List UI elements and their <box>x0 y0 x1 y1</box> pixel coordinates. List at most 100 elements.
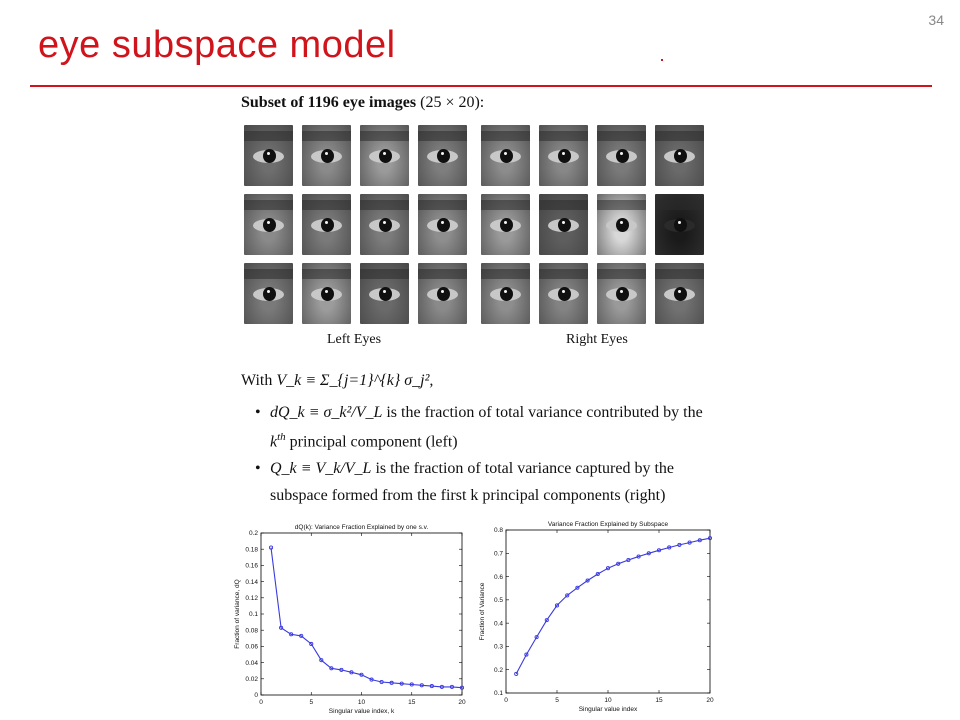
iris-shape <box>263 149 276 163</box>
eyebrow-shape <box>597 131 646 141</box>
data-point <box>697 538 702 543</box>
left-eyes-label: Left Eyes <box>327 332 382 347</box>
data-point <box>459 685 465 690</box>
bullet2-line1: Q_k ≡ V_k/V_L is the fraction of total v… <box>270 460 720 478</box>
eyebrow-shape <box>302 200 351 210</box>
bullet-dot: • <box>255 460 261 477</box>
data-point <box>379 679 384 685</box>
data-point <box>565 593 570 598</box>
iris-shape <box>616 218 629 232</box>
chart-title: dQ(k): Variance Fraction Explained by on… <box>295 524 429 531</box>
eyebrow-shape <box>655 200 704 210</box>
iris-shape <box>674 287 687 301</box>
data-point <box>359 672 364 677</box>
eyebrow-shape <box>418 269 467 279</box>
x-tick-label: 15 <box>408 699 416 706</box>
data-point <box>439 684 444 689</box>
y-tick-label: 0.1 <box>494 690 503 697</box>
eyebrow-shape <box>481 131 530 141</box>
eyebrow-shape <box>360 200 409 210</box>
y-tick-label: 0.3 <box>494 644 503 651</box>
eye-glint <box>325 290 328 293</box>
y-tick-label: 0.4 <box>494 620 503 627</box>
eye-image-tile <box>302 263 351 324</box>
x-tick-label: 0 <box>504 697 508 704</box>
eye-glint <box>441 152 444 155</box>
iris-shape <box>616 149 629 163</box>
eye-glint <box>678 290 681 293</box>
y-tick-label: 0.12 <box>245 595 258 602</box>
eyebrow-shape <box>244 269 293 279</box>
data-point <box>419 683 424 688</box>
iris-shape <box>379 149 392 163</box>
eye-glint <box>267 152 270 155</box>
data-point <box>575 585 580 590</box>
slide-number: 34 <box>928 12 944 28</box>
data-point <box>707 536 713 541</box>
dqk-formula: dQ_k ≡ σ_k²/V_L <box>270 404 383 421</box>
eye-glint <box>383 152 386 155</box>
eyebrow-shape <box>481 269 530 279</box>
x-tick-label: 5 <box>309 699 313 706</box>
eye-image-tile <box>655 263 704 324</box>
bullet2-line2: subspace formed from the first k princip… <box>270 487 720 505</box>
eyebrow-shape <box>539 200 588 210</box>
x-tick-label: 5 <box>555 697 559 704</box>
eyebrow-shape <box>302 269 351 279</box>
eye-image-tile <box>360 194 409 255</box>
chart-title: Variance Fraction Explained by Subspace <box>548 521 669 528</box>
data-point <box>544 618 549 623</box>
data-point <box>429 684 434 689</box>
y-tick-label: 0.8 <box>494 527 503 534</box>
eye-image-grid <box>244 125 706 325</box>
y-axis-label: Fraction of Variance <box>479 582 486 640</box>
iris-shape <box>321 287 334 301</box>
iris-shape <box>674 218 687 232</box>
eyebrow-shape <box>539 269 588 279</box>
red-dot-mark <box>661 59 663 61</box>
iris-shape <box>500 287 513 301</box>
eye-glint <box>620 221 623 224</box>
data-point <box>409 682 414 687</box>
eyebrow-shape <box>597 200 646 210</box>
subset-caption: Subset of 1196 eye images (25 × 20): <box>241 94 484 112</box>
y-tick-label: 0.2 <box>494 667 503 674</box>
eye-glint <box>504 221 507 224</box>
y-tick-label: 0.14 <box>245 579 258 586</box>
eye-image-tile <box>244 194 293 255</box>
eye-glint <box>383 290 386 293</box>
eye-glint <box>678 152 681 155</box>
data-point <box>319 658 324 663</box>
eye-image-tile <box>539 263 588 324</box>
data-point <box>636 554 641 559</box>
eyebrow-shape <box>302 131 351 141</box>
subset-caption-bold: Subset of 1196 eye images <box>241 94 417 111</box>
iris-shape <box>558 218 571 232</box>
data-point <box>626 557 631 563</box>
x-tick-label: 20 <box>458 699 466 706</box>
eyebrow-shape <box>360 269 409 279</box>
eyebrow-shape <box>597 269 646 279</box>
eye-glint <box>678 221 681 224</box>
eye-glint <box>267 290 270 293</box>
data-point <box>554 603 560 608</box>
data-point <box>687 540 692 545</box>
x-tick-label: 10 <box>604 697 612 704</box>
data-point <box>309 641 314 647</box>
right-eyes-label: Right Eyes <box>566 332 628 347</box>
bullet-dot: • <box>255 404 261 421</box>
eye-image-tile <box>597 263 646 324</box>
iris-shape <box>263 287 276 301</box>
data-point <box>449 684 454 689</box>
eye-image-tile <box>244 263 293 324</box>
eye-glint <box>562 152 565 155</box>
eye-image-tile <box>360 125 409 186</box>
data-point <box>616 561 621 566</box>
data-point <box>585 578 590 583</box>
eye-glint <box>441 221 444 224</box>
eye-glint <box>325 221 328 224</box>
eye-glint <box>325 152 328 155</box>
eye-image-tile <box>302 194 351 255</box>
bullet1-line1: dQ_k ≡ σ_k²/V_L is the fraction of total… <box>270 404 720 422</box>
data-point <box>514 671 519 676</box>
